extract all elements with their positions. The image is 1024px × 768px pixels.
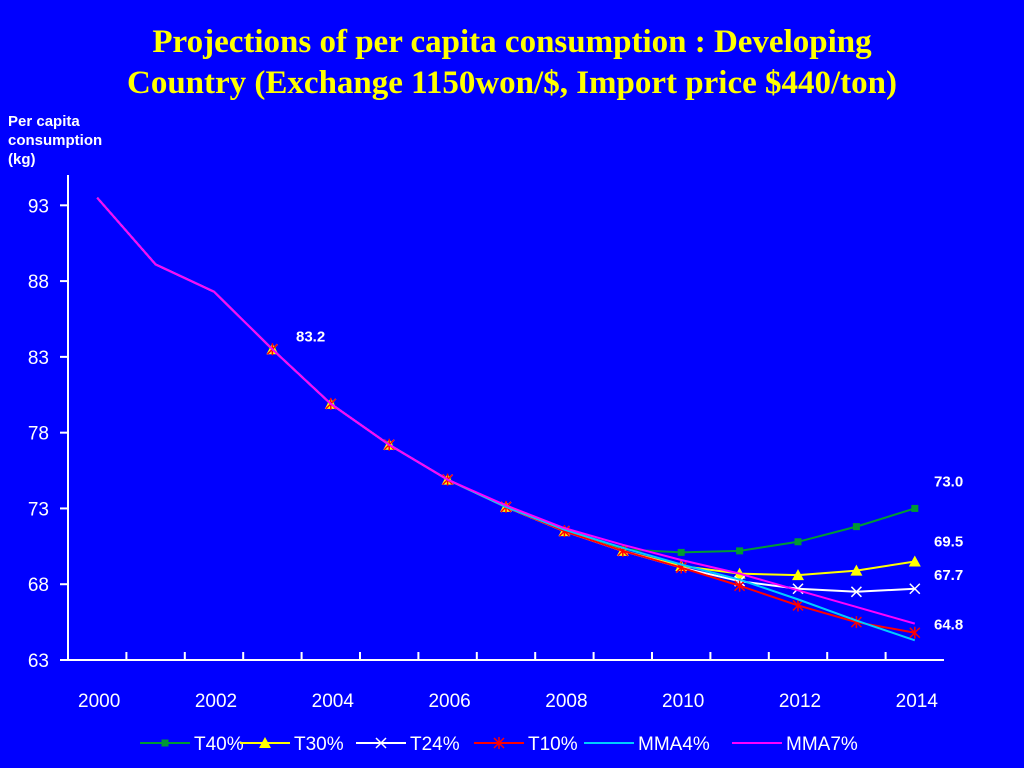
x-tick-label: 2010	[662, 691, 704, 712]
data-point	[908, 555, 921, 567]
legend-label: T24%	[410, 734, 460, 755]
chart-title-line2: Country (Exchange 1150won/$, Import pric…	[127, 65, 897, 101]
data-point	[794, 538, 802, 546]
chart-legend: T40% T30% T24% T10% MMA4% MMA7%	[140, 734, 858, 755]
data-point	[734, 579, 746, 592]
series-line-t24pct	[96, 197, 915, 593]
y-axis-label-line3: (kg)	[8, 151, 36, 168]
legend-label: T40%	[194, 734, 244, 755]
y-tick-label: 83	[28, 348, 49, 369]
x-tick-label: 2004	[312, 691, 355, 712]
data-point	[850, 586, 862, 598]
legend-item: MMA7%	[732, 734, 858, 755]
data-label: 67.7	[934, 567, 963, 584]
data-point	[909, 583, 921, 595]
x-tick-label: 2000	[78, 691, 120, 712]
legend-item: T24%	[356, 734, 460, 755]
series-line-mma7pct	[96, 197, 916, 625]
series-line-mma4pct	[96, 197, 916, 642]
chart-axes: 63 68 73 78 83 88 93 2000 2002 2004 2006 2008 2010 20…	[28, 175, 944, 712]
y-tick-label: 63	[28, 651, 49, 672]
chart-title: Projections of per capita consumption : …	[0, 22, 1024, 104]
legend-item: T40%	[140, 734, 244, 755]
data-point	[911, 504, 919, 512]
legend-label: T10%	[528, 734, 578, 755]
y-tick-label: 68	[28, 575, 49, 596]
legend-item: T30%	[240, 734, 344, 755]
y-tick-label: 78	[28, 424, 49, 445]
y-tick-label: 93	[28, 196, 49, 217]
y-tick-label: 88	[28, 272, 49, 293]
data-point	[909, 626, 921, 639]
series-t30pct	[96, 197, 921, 581]
legend-label: T30%	[294, 734, 344, 755]
legend-item: MMA4%	[584, 734, 710, 755]
series-mma4pct	[96, 197, 916, 642]
series-line-t10pct	[96, 197, 915, 634]
y-axis-label: Per capita consumption (kg)	[8, 112, 148, 169]
data-label: 64.8	[934, 617, 963, 634]
series-line-t40pct	[96, 197, 916, 554]
x-tick-label: 2014	[896, 691, 939, 712]
legend-marker	[259, 737, 271, 748]
y-axis-label-line1: Per capita	[8, 113, 80, 130]
legend-marker	[375, 737, 387, 749]
legend-label: MMA7%	[786, 734, 858, 755]
legend-marker	[161, 739, 169, 747]
series-line-t30pct	[96, 197, 915, 577]
legend-item: T10%	[474, 734, 578, 755]
data-point	[852, 523, 860, 531]
legend-label: MMA4%	[638, 734, 710, 755]
x-tick-label: 2008	[545, 691, 587, 712]
series-t40pct	[96, 197, 919, 556]
legend-marker	[493, 737, 505, 749]
data-label: 69.5	[934, 533, 963, 550]
data-point	[792, 569, 804, 581]
data-label: 73.0	[934, 473, 963, 490]
chart-title-line1: Projections of per capita consumption : …	[152, 24, 872, 60]
x-tick-label: 2012	[779, 691, 821, 712]
x-tick-label: 2006	[428, 691, 470, 712]
chart-annotations: 83.2 73.0 69.5 67.7 64.8	[296, 328, 963, 633]
x-tick-label: 2002	[195, 691, 237, 712]
data-point	[736, 547, 744, 555]
data-label: 83.2	[296, 328, 325, 345]
series-mma7pct	[96, 197, 916, 625]
y-axis-label-line2: consumption	[8, 132, 103, 149]
series-t24pct	[96, 197, 921, 598]
data-point	[850, 564, 863, 576]
data-point	[677, 548, 685, 556]
chart-series	[96, 197, 921, 642]
y-tick-label: 73	[28, 499, 49, 520]
data-point	[792, 599, 804, 612]
